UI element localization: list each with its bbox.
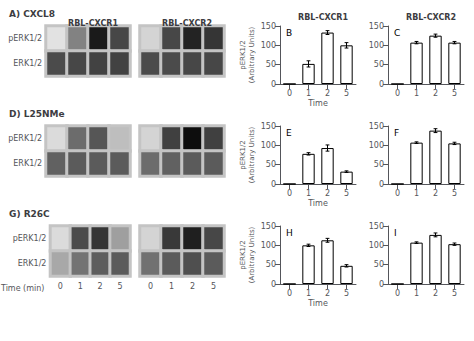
svg-text:1: 1 [414,289,419,298]
svg-text:1: 1 [306,189,311,198]
svg-text:0: 0 [395,289,400,298]
svg-text:100: 100 [261,241,276,250]
svg-text:G) R26C: G) R26C [9,209,50,219]
svg-text:2: 2 [190,282,195,291]
svg-text:5: 5 [344,189,349,198]
svg-text:1: 1 [306,289,311,298]
svg-text:A) CXCL8: A) CXCL8 [9,9,55,19]
svg-text:0: 0 [287,89,292,98]
svg-text:(Arbitrary Units): (Arbitrary Units) [248,126,256,183]
svg-text:pERK1/2: pERK1/2 [13,234,47,243]
svg-text:0: 0 [58,282,63,291]
svg-text:F: F [394,128,399,138]
svg-text:1: 1 [78,282,83,291]
svg-text:pERK1/2: pERK1/2 [239,40,247,70]
svg-text:RBL-CXCR1: RBL-CXCR1 [68,19,118,28]
svg-text:5: 5 [452,89,457,98]
svg-text:Time: Time [307,299,328,308]
svg-text:pERK1/2: pERK1/2 [239,140,247,170]
svg-text:2: 2 [98,282,103,291]
svg-text:5: 5 [118,282,123,291]
svg-text:50: 50 [374,160,384,169]
svg-text:150: 150 [369,22,384,31]
svg-text:1: 1 [306,89,311,98]
svg-text:5: 5 [452,189,457,198]
svg-text:2: 2 [433,289,438,298]
svg-text:RBL-CXCR1: RBL-CXCR1 [298,13,348,22]
svg-text:I: I [394,228,397,238]
svg-text:B: B [286,28,292,38]
svg-text:ERK1/2: ERK1/2 [18,259,47,268]
svg-text:50: 50 [266,260,276,269]
svg-text:0: 0 [395,89,400,98]
svg-text:H: H [286,228,293,238]
svg-text:1: 1 [414,189,419,198]
svg-text:100: 100 [369,141,384,150]
svg-text:100: 100 [369,41,384,50]
svg-text:5: 5 [211,282,216,291]
svg-text:0: 0 [379,80,384,89]
svg-text:RBL-CXCR2: RBL-CXCR2 [162,19,212,28]
svg-text:E: E [286,128,292,138]
svg-text:1: 1 [414,89,419,98]
svg-text:150: 150 [261,222,276,231]
svg-text:RBL-CXCR2: RBL-CXCR2 [406,13,456,22]
svg-text:0: 0 [379,180,384,189]
svg-text:0: 0 [287,289,292,298]
svg-text:2: 2 [433,189,438,198]
svg-text:0: 0 [395,189,400,198]
svg-text:100: 100 [261,41,276,50]
svg-text:(Arbitrary Units): (Arbitrary Units) [248,226,256,283]
svg-text:pERK1/2: pERK1/2 [8,34,42,43]
svg-text:D) L25NMe: D) L25NMe [9,109,65,119]
svg-text:50: 50 [374,60,384,69]
svg-text:50: 50 [266,60,276,69]
svg-text:2: 2 [325,189,330,198]
svg-text:C: C [394,28,400,38]
svg-text:Time: Time [307,199,328,208]
svg-text:5: 5 [344,89,349,98]
svg-text:150: 150 [369,122,384,131]
svg-text:0: 0 [271,80,276,89]
svg-text:2: 2 [325,89,330,98]
svg-text:5: 5 [344,289,349,298]
svg-text:100: 100 [369,241,384,250]
svg-text:Time (min): Time (min) [0,284,44,293]
svg-text:0: 0 [271,180,276,189]
svg-text:1: 1 [169,282,174,291]
svg-text:50: 50 [374,260,384,269]
svg-text:5: 5 [452,289,457,298]
svg-text:0: 0 [287,189,292,198]
svg-text:50: 50 [266,160,276,169]
svg-text:150: 150 [261,122,276,131]
svg-text:2: 2 [433,89,438,98]
svg-text:0: 0 [379,280,384,289]
svg-text:0: 0 [148,282,153,291]
svg-text:(Arbitrary Units): (Arbitrary Units) [248,26,256,83]
svg-text:pERK1/2: pERK1/2 [8,134,42,143]
svg-text:2: 2 [325,289,330,298]
svg-text:ERK1/2: ERK1/2 [13,159,42,168]
svg-text:pERK1/2: pERK1/2 [239,240,247,270]
svg-text:ERK1/2: ERK1/2 [13,59,42,68]
svg-text:150: 150 [261,22,276,31]
svg-text:0: 0 [271,280,276,289]
svg-text:100: 100 [261,141,276,150]
svg-text:Time: Time [307,99,328,108]
svg-text:150: 150 [369,222,384,231]
